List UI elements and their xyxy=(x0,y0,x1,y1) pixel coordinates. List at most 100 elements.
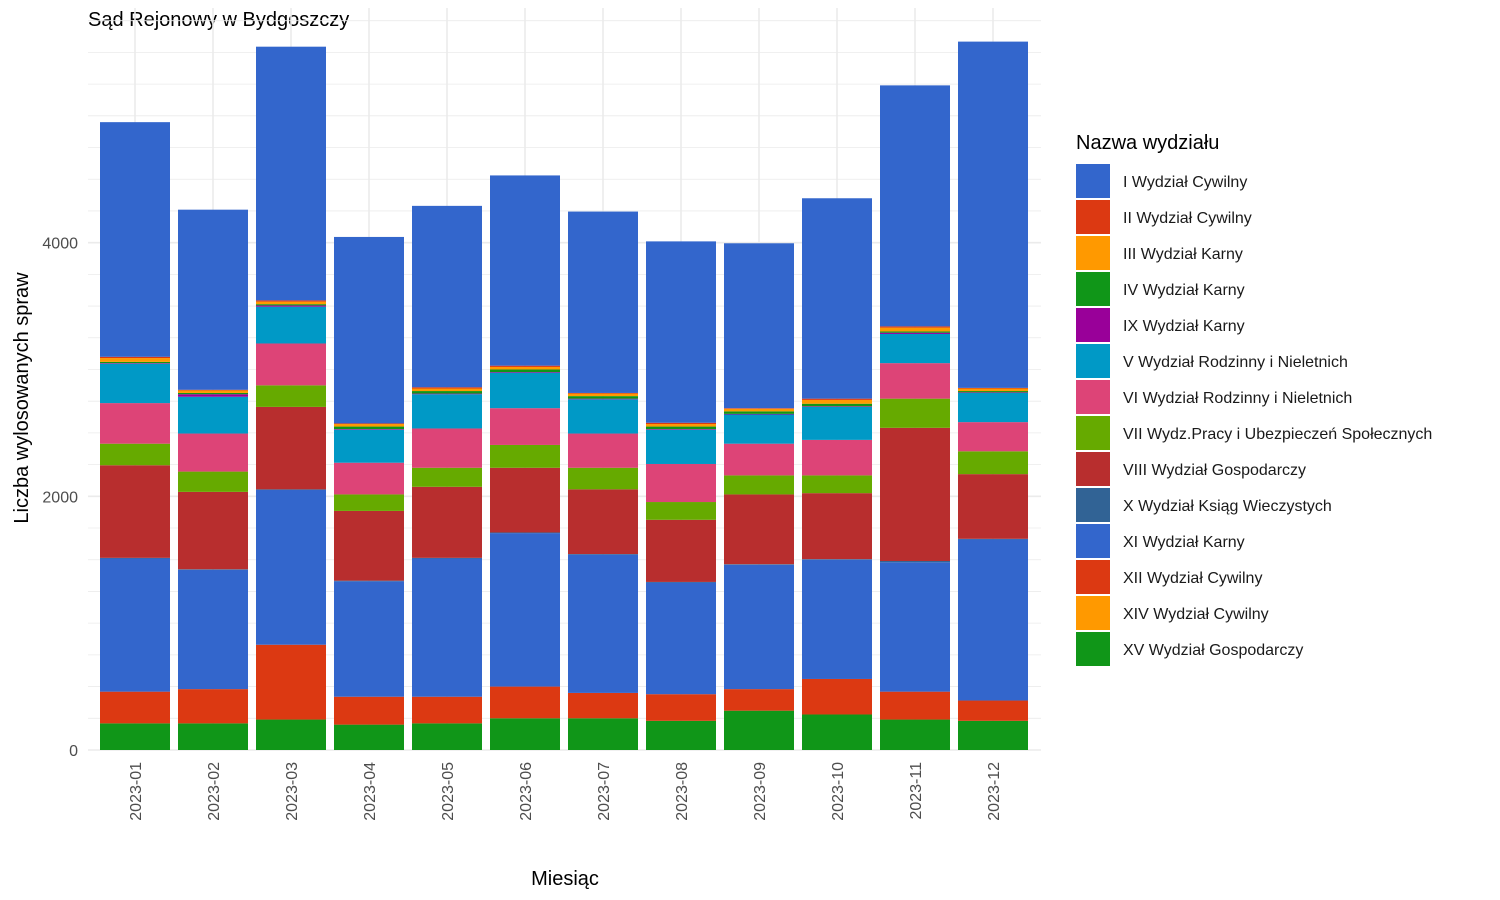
bar-segment xyxy=(724,413,794,415)
bar-segment xyxy=(412,393,482,395)
chart-title: Sąd Rejonowy w Bydgoszczy xyxy=(88,9,349,31)
x-tick-label: 2023-06 xyxy=(518,762,535,821)
bar-segment xyxy=(646,582,716,695)
legend-key xyxy=(1076,488,1110,522)
bar-segment xyxy=(646,720,716,750)
legend-key xyxy=(1076,596,1110,630)
legend-key xyxy=(1076,200,1110,234)
bar-segment xyxy=(256,489,326,490)
bar-segment xyxy=(256,46,326,301)
bar-segment xyxy=(880,561,950,563)
bar-segment xyxy=(880,85,950,327)
bar-segment xyxy=(646,429,716,430)
legend: Nazwa wydziału I Wydział Cywilny II Wydzi… xyxy=(1076,132,1432,666)
bar-segment xyxy=(958,392,1028,423)
bar-segment xyxy=(802,559,872,679)
bar-segment xyxy=(178,390,248,393)
bar-segment xyxy=(568,393,638,397)
bar-segment xyxy=(880,326,950,328)
y-axis-title: Liczba wylosowanych spraw xyxy=(11,272,33,524)
bar-segment xyxy=(334,494,404,511)
bar-segment xyxy=(334,462,404,495)
legend-label: XI Wydział Karny xyxy=(1123,534,1245,551)
bar-segment xyxy=(646,424,716,427)
legend-label: II Wydział Cywilny xyxy=(1123,210,1252,227)
bar-segment xyxy=(490,372,560,409)
bar-segment xyxy=(178,491,248,570)
bar-segment xyxy=(958,392,1028,393)
bar-segment xyxy=(490,175,560,366)
bar-segment xyxy=(100,723,170,750)
bar-segment xyxy=(802,403,872,407)
bar-segment xyxy=(334,426,404,430)
x-axis-ticks: 2023-01 2023-02 2023-03 2023-04 2023-05 2023-… xyxy=(128,762,1003,821)
bar-segment xyxy=(724,443,794,476)
bar-segment xyxy=(178,396,248,434)
bar-segment xyxy=(256,304,326,306)
bar-segment xyxy=(256,719,326,750)
bar-segment xyxy=(256,406,326,490)
bar-segment xyxy=(256,489,326,645)
bar-segment xyxy=(724,494,794,565)
bar-segment xyxy=(412,391,482,394)
bar-segment xyxy=(724,243,794,409)
bar-segment xyxy=(100,363,170,364)
x-tick-label: 2023-05 xyxy=(440,762,457,821)
bar-segment xyxy=(178,389,248,391)
bar-segment xyxy=(412,558,482,697)
bar-segment xyxy=(178,394,248,397)
bar-segment xyxy=(646,581,716,583)
bar-segment xyxy=(490,532,560,534)
x-tick-label: 2023-08 xyxy=(674,762,691,821)
bar-segment xyxy=(880,398,950,428)
bar-segment xyxy=(802,406,872,407)
x-tick-label: 2023-02 xyxy=(206,762,223,821)
legend-label: VIII Wydział Gospodarczy xyxy=(1123,462,1306,479)
legend-label: I Wydział Cywilny xyxy=(1123,174,1247,191)
bar-segment xyxy=(568,433,638,468)
bar-segment xyxy=(568,211,638,393)
bar-segment xyxy=(646,502,716,520)
bar-segment xyxy=(490,372,560,373)
bar-segment xyxy=(724,408,794,409)
bar-segment xyxy=(490,718,560,750)
y-tick-label: 2000 xyxy=(42,489,78,506)
legend-label: VII Wydz.Pracy i Ubezpieczeń Społecznych xyxy=(1123,426,1432,443)
bar-segment xyxy=(568,718,638,750)
bar-segment xyxy=(334,581,404,697)
bar-segment xyxy=(646,463,716,503)
bar-segment xyxy=(100,356,170,359)
bar-segment xyxy=(256,343,326,386)
x-tick-label: 2023-04 xyxy=(362,762,379,821)
legend-label: IV Wydział Karny xyxy=(1123,282,1245,299)
y-tick-label: 4000 xyxy=(42,236,78,253)
bar-segment xyxy=(100,403,170,444)
bar-segment xyxy=(958,391,1028,393)
legend-label: XV Wydział Gospodarczy xyxy=(1123,642,1303,659)
bar-segment xyxy=(178,433,248,472)
bar-segment xyxy=(568,692,638,719)
bar-segment xyxy=(958,388,1028,392)
bar-segment xyxy=(802,714,872,750)
bar-segment xyxy=(100,361,170,364)
bar-segment xyxy=(100,465,170,558)
bar-segment xyxy=(100,557,170,559)
bar-segment xyxy=(802,198,872,399)
bar-segment xyxy=(412,557,482,559)
bar-segment xyxy=(646,519,716,582)
y-axis-ticks: 0 2000 4000 xyxy=(42,236,78,760)
bar-segment xyxy=(958,720,1028,750)
bar-segment xyxy=(958,538,1028,540)
bar-segment xyxy=(958,539,1028,701)
bar-segment xyxy=(412,394,482,429)
bar-segment xyxy=(568,554,638,693)
x-tick-label: 2023-12 xyxy=(986,762,1003,821)
bar-segment xyxy=(334,580,404,582)
bar-segment xyxy=(100,358,170,362)
bar-segment xyxy=(646,422,716,425)
bar-segment xyxy=(100,691,170,724)
bar-segment xyxy=(256,300,326,302)
bar-segment xyxy=(958,474,1028,539)
bar-segment xyxy=(412,205,482,388)
